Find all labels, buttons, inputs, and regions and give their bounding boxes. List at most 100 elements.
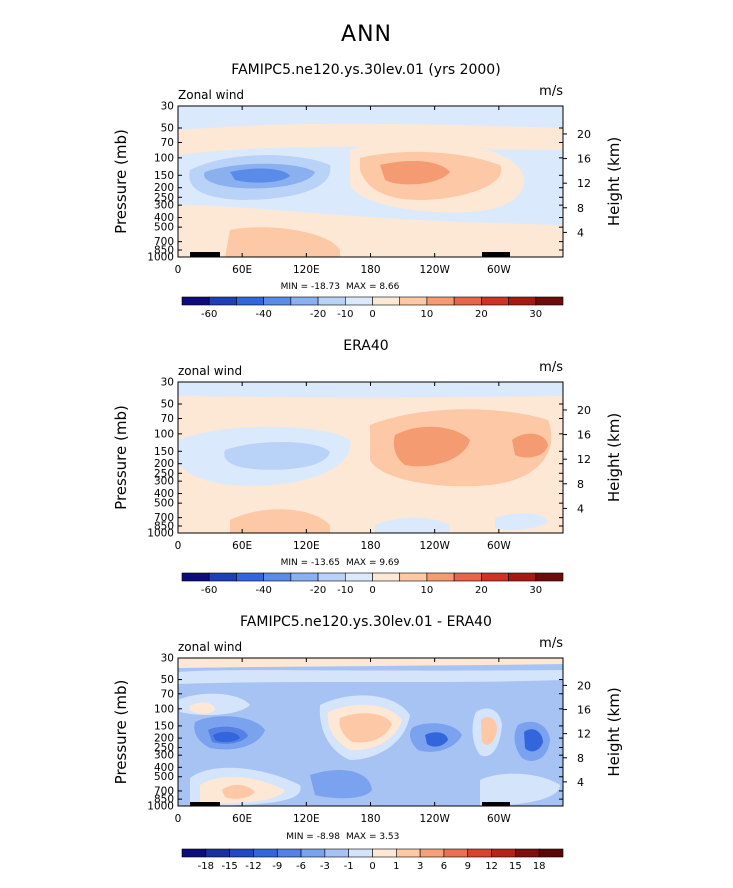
colorbar: -60 -40 -20 -10 0 10 20 30 <box>181 296 564 320</box>
lon-tick-label: 120E <box>293 264 320 276</box>
contour-band-min <box>213 731 240 743</box>
pressure-tick-label: 850 <box>154 521 174 533</box>
colorbar-swatch <box>263 296 292 306</box>
pressure-tick-label: 150 <box>154 720 174 732</box>
colorbar-label: -6 <box>296 861 306 872</box>
pressure-tick-label: 850 <box>154 794 174 806</box>
colorbar-swatch <box>508 572 537 582</box>
colorbar-label: 3 <box>417 861 423 872</box>
pressure-tick-label: 400 <box>154 762 174 774</box>
colorbar-swatch <box>300 848 326 858</box>
pressure-tick-label: 70 <box>161 137 174 149</box>
colorbar-swatch <box>236 296 264 306</box>
height-tick-label: 8 <box>577 752 584 765</box>
left-label: zonal wind <box>178 364 242 378</box>
colorbar-label: 0 <box>369 585 375 596</box>
colorbar-swatch <box>515 848 540 858</box>
height-tick-label: 20 <box>577 679 591 692</box>
pressure-tick-label: 70 <box>161 688 174 700</box>
colorbar-swatch <box>426 296 455 306</box>
colorbar-label: 0 <box>369 309 375 320</box>
units-label: m/s <box>539 636 563 651</box>
lon-tick-label: 0 <box>175 813 182 825</box>
colorbar-label: 18 <box>533 861 546 872</box>
pressure-tick-label: 700 <box>154 512 174 524</box>
panel-difference: FAMIPC5.ne120.ys.30lev.01 - ERA40 zonal … <box>112 614 623 872</box>
colorbar-swatch <box>208 296 237 306</box>
colorbar-swatch <box>205 848 230 858</box>
y-axis-title-right: Height (km) <box>605 413 623 502</box>
contour-band-negative <box>495 513 548 530</box>
pressure-tick-label: 1000 <box>147 528 174 540</box>
height-tick-label: 12 <box>577 728 591 741</box>
pressure-tick-label: 250 <box>154 468 174 480</box>
colorbar-swatch <box>399 572 428 582</box>
colorbar-swatch <box>508 296 537 306</box>
contour-band-positive <box>225 227 340 257</box>
colorbar-swatch <box>181 296 210 306</box>
contour-band-negative <box>524 729 543 752</box>
colorbar-swatch <box>276 848 302 858</box>
pressure-tick-label: 500 <box>154 222 174 234</box>
pressure-tick-label: 250 <box>154 192 174 204</box>
pressure-tick-label: 300 <box>154 200 174 212</box>
y-axis-title-right: Height (km) <box>605 137 623 226</box>
colorbar-label: 15 <box>509 861 522 872</box>
colorbar-swatch <box>290 296 319 306</box>
page-title: ANN <box>341 22 392 47</box>
colorbar-label: -3 <box>320 861 330 872</box>
colorbar-swatch <box>372 848 397 858</box>
colorbar-label: -60 <box>201 585 217 596</box>
colorbar-label: 6 <box>441 861 447 872</box>
colorbar-swatch <box>491 848 516 858</box>
lon-tick-label: 120W <box>419 540 450 552</box>
colorbar-label: -40 <box>255 585 271 596</box>
pressure-tick-label: 1000 <box>147 252 174 264</box>
pressure-tick-label: 100 <box>154 428 174 440</box>
contour-field <box>178 382 563 533</box>
pressure-tick-label: 50 <box>161 122 174 134</box>
topography-marker <box>190 802 220 806</box>
pressure-tick-label: 200 <box>154 733 174 745</box>
colorbar-label: 12 <box>485 861 498 872</box>
pressure-tick-label: 700 <box>154 785 174 797</box>
contour-band-min <box>224 441 330 470</box>
min-label: MIN = -13.65 <box>281 558 340 568</box>
colorbar-swatch <box>426 572 455 582</box>
pressure-tick-label: 200 <box>154 458 174 470</box>
height-tick-label: 20 <box>577 128 591 141</box>
y-axis-title-right: Height (km) <box>605 687 623 776</box>
colorbar-swatch <box>344 296 373 306</box>
height-tick-label: 12 <box>577 453 591 466</box>
colorbar-swatch <box>453 296 482 306</box>
topography-marker <box>482 802 510 806</box>
lon-tick-label: 60E <box>232 813 252 825</box>
colorbar-swatch <box>348 848 373 858</box>
lon-tick-label: 180 <box>360 264 380 276</box>
pressure-tick-label: 30 <box>161 377 174 389</box>
pressure-tick-label: 500 <box>154 498 174 510</box>
pressure-tick-label: 100 <box>154 152 174 164</box>
contour-band-negative <box>375 517 450 533</box>
colorbar-label: 30 <box>529 585 542 596</box>
lon-tick-label: 60W <box>487 813 511 825</box>
height-tick-label: 12 <box>577 177 591 190</box>
contour-band-positive <box>230 509 330 533</box>
colorbar-label: 10 <box>421 309 434 320</box>
lon-tick-label: 120E <box>293 540 320 552</box>
colorbar-swatch <box>372 572 401 582</box>
colorbar-label: 20 <box>475 309 488 320</box>
left-label: Zonal wind <box>178 88 244 102</box>
y-axis-title: Pressure (mb) <box>112 129 130 234</box>
colorbar-swatch <box>253 848 278 858</box>
colorbar-label: 9 <box>465 861 471 872</box>
lon-tick-label: 180 <box>360 540 380 552</box>
height-tick-label: 16 <box>577 153 591 166</box>
colorbar-label: 10 <box>421 585 434 596</box>
lon-tick-label: 0 <box>175 540 182 552</box>
min-label: MIN = -18.73 <box>281 282 340 292</box>
colorbar-swatch <box>535 572 564 582</box>
